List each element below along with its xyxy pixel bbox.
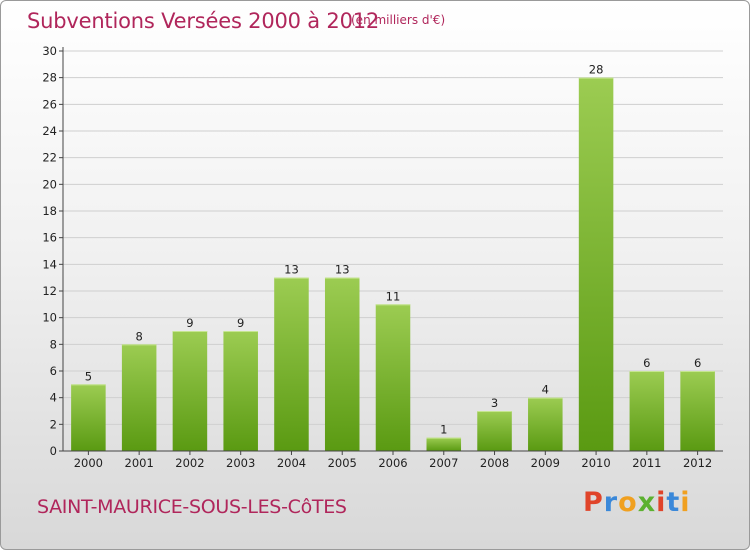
bar [426,437,462,451]
y-tick-label: 22 [42,151,57,165]
x-tick-label: 2004 [277,456,306,470]
logo-letter: r [603,487,619,518]
x-tick-label: 2003 [226,456,255,470]
bar [274,277,309,451]
data-label: 28 [589,63,604,77]
logo-letter: x [637,487,657,518]
data-label: 13 [284,263,299,277]
bar [578,77,614,452]
bar [680,371,715,451]
y-tick-label: 0 [50,444,57,458]
y-tick-label: 26 [42,97,57,111]
data-label: 3 [491,396,498,410]
data-label: 13 [335,263,350,277]
bar [172,331,208,451]
bar [375,304,411,451]
x-tick-label: 2000 [74,456,103,470]
data-label: 1 [440,423,447,437]
logo-letter: P [583,487,604,518]
x-tick-label: 2010 [581,456,610,470]
y-tick-label: 30 [42,44,57,58]
commune-name: SAINT-MAURICE-SOUS-LES-CôTES [37,496,347,518]
x-tick-label: 2006 [378,456,407,470]
x-tick-label: 2011 [632,456,661,470]
y-tick-label: 28 [42,71,57,85]
x-tick-label: 2008 [480,456,509,470]
data-label: 6 [694,356,701,370]
bar [629,371,665,451]
bar [477,411,512,451]
chart-title: Subventions Versées 2000 à 2012 [27,9,380,33]
logo-letter: t [666,487,681,518]
y-tick-label: 14 [42,257,57,271]
data-label: 5 [85,369,92,383]
y-tick-label: 10 [42,311,57,325]
data-label: 4 [542,383,549,397]
chart-subtitle: (en milliers d'€) [351,13,446,27]
logo-letter: o [618,487,638,518]
x-tick-label: 2005 [328,456,357,470]
bar [223,331,258,451]
x-tick-label: 2007 [429,456,458,470]
data-label: 8 [135,329,142,343]
x-tick-label: 2002 [175,456,204,470]
y-tick-label: 18 [42,204,57,218]
data-label: 11 [386,289,401,303]
x-tick-label: 2009 [531,456,560,470]
proxiti-logo[interactable]: Proxiti [583,487,691,518]
data-label: 9 [186,316,193,330]
x-tick-label: 2001 [125,456,154,470]
y-tick-label: 24 [42,124,57,138]
data-label: 9 [237,316,244,330]
x-tick-label: 2012 [683,456,712,470]
y-tick-label: 16 [42,231,57,245]
bar [528,397,563,451]
y-tick-label: 8 [50,337,57,351]
y-tick-label: 20 [42,177,57,191]
bar [121,344,157,451]
data-label: 6 [643,356,650,370]
y-tick-label: 4 [50,391,57,405]
y-tick-label: 2 [50,417,57,431]
y-tick-label: 6 [50,364,57,378]
bar [324,277,360,451]
bar [71,384,106,451]
logo-letter: i [656,487,667,518]
logo-letter: i [680,487,691,518]
y-tick-label: 12 [42,284,57,298]
